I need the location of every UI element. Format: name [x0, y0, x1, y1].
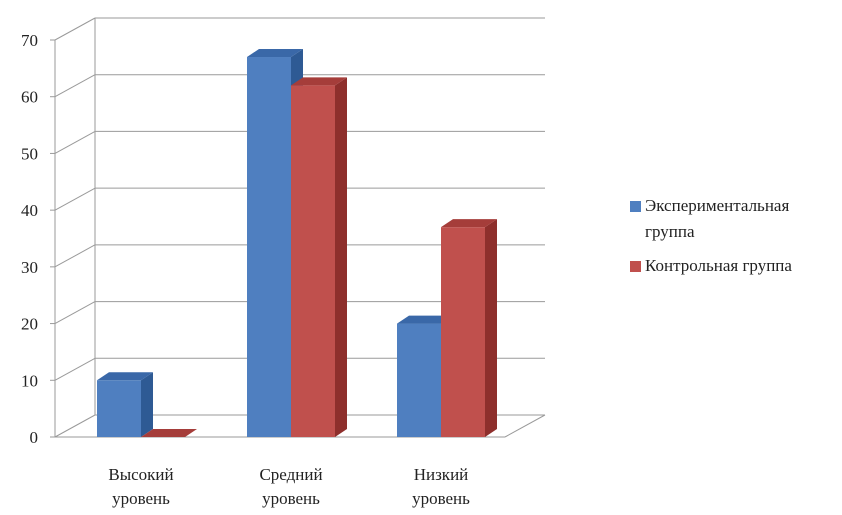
legend-item-experimental: Экспериментальная группа [630, 193, 840, 245]
gridline-left-70 [54, 17, 96, 41]
legend-swatch-experimental [630, 201, 641, 212]
legend: Экспериментальная группа Контрольная гру… [630, 193, 840, 287]
y-tick-label-40: 40 [21, 201, 38, 220]
y-tick-label-70: 70 [21, 31, 38, 50]
bar-control-0-top [141, 429, 197, 437]
legend-label-control: Контрольная группа [645, 256, 792, 275]
gridline-left-60 [54, 74, 96, 98]
gridline-left-0 [54, 414, 96, 438]
y-tick-label-50: 50 [21, 144, 38, 163]
bar-control-2-side [485, 219, 497, 437]
bar-experimental-1-front [247, 57, 291, 438]
bar-experimental-0-top [97, 372, 153, 381]
y-tick-label-30: 30 [21, 258, 38, 277]
bar-control-2-top [441, 219, 497, 228]
bar-experimental-2-front [397, 323, 441, 437]
x-category-label-1-line1: Средний [259, 465, 322, 484]
x-category-label-0-line1: Высокий [108, 465, 173, 484]
floor-right-edge [504, 414, 546, 438]
bar-control-1-side [335, 77, 347, 437]
legend-label-experimental: Экспериментальная группа [645, 193, 789, 245]
gridline-left-50 [54, 130, 96, 154]
y-tick-label-0: 0 [30, 428, 39, 447]
bar-control-2-front [441, 227, 485, 437]
y-tick-label-20: 20 [21, 315, 38, 334]
x-category-label-0-line2: уровень [112, 489, 170, 508]
y-tick-label-60: 60 [21, 88, 38, 107]
legend-swatch-control [630, 261, 641, 272]
x-category-label-1-line2: уровень [262, 489, 320, 508]
gridline-left-20 [54, 301, 96, 325]
bar-control-1-top [291, 77, 347, 86]
gridline-left-40 [54, 187, 96, 211]
gridline-left-10 [54, 357, 96, 381]
bar-experimental-0-side [141, 372, 153, 437]
bar-control-1-front [291, 85, 335, 437]
bar-experimental-0-front [97, 380, 141, 437]
y-tick-label-10: 10 [21, 371, 38, 390]
legend-label-experimental-line2: группа [645, 222, 695, 241]
x-category-label-2-line2: уровень [412, 489, 470, 508]
legend-label-experimental-line1: Экспериментальная [645, 196, 790, 215]
legend-item-control: Контрольная группа [630, 253, 840, 279]
gridline-left-30 [54, 244, 96, 268]
bar-experimental-1-top [247, 49, 303, 58]
x-category-label-2-line1: Низкий [414, 465, 469, 484]
bar-experimental-2-top [397, 315, 453, 324]
